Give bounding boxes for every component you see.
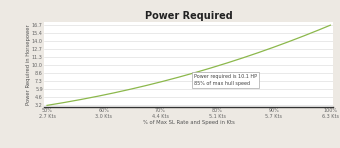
Text: Power required is 10.1 HP
85% of max hull speed: Power required is 10.1 HP 85% of max hul… bbox=[194, 74, 257, 86]
X-axis label: % of Max SL Rate and Speed in Kts: % of Max SL Rate and Speed in Kts bbox=[143, 120, 235, 125]
Y-axis label: Power Required in Horsepower: Power Required in Horsepower bbox=[26, 24, 31, 105]
Title: Power Required: Power Required bbox=[145, 11, 233, 21]
